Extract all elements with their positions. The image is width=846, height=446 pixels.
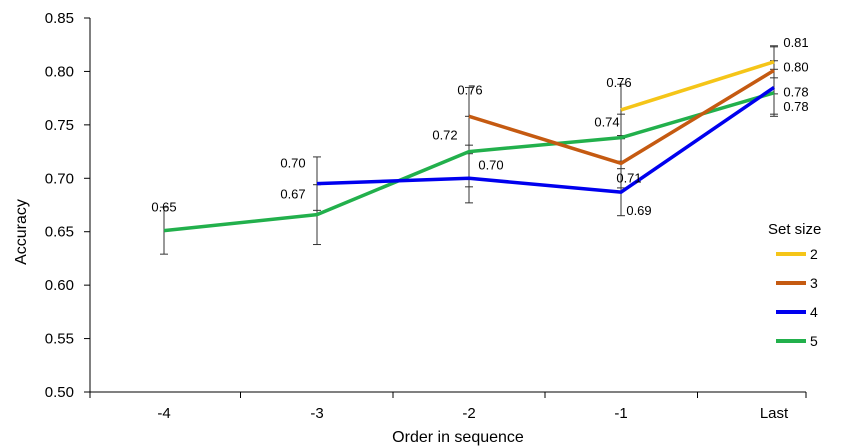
data-label: 0.78 [783, 99, 808, 114]
data-label: 0.81 [783, 35, 808, 50]
x-tick-label: -2 [462, 405, 475, 422]
data-label: 0.70 [280, 156, 305, 171]
series-line-set-size-3 [468, 68, 775, 166]
y-tick-label: 0.70 [45, 170, 74, 187]
y-tick-label: 0.60 [45, 277, 74, 294]
x-tick-label: -3 [310, 405, 323, 422]
legend-label: 5 [810, 333, 818, 349]
data-label: 0.76 [606, 75, 631, 90]
data-label: 0.71 [616, 170, 641, 185]
data-label: 0.65 [151, 200, 176, 215]
series-line-set-size-4 [316, 86, 775, 194]
data-label: 0.67 [280, 187, 305, 202]
x-axis-title: Order in sequence [392, 429, 524, 446]
y-tick-label: 0.85 [45, 10, 74, 27]
data-label: 0.78 [783, 84, 808, 99]
legend: Set size 2 3 4 5 [768, 221, 821, 349]
legend-label: 4 [810, 304, 818, 320]
legend-title: Set size [768, 221, 821, 238]
data-labels: 0.76 0.81 0.76 0.71 0.80 0.70 0.70 0.69 0.78 0.65… [151, 35, 808, 218]
y-tick-label: 0.65 [45, 224, 74, 241]
data-label: 0.74 [594, 115, 619, 130]
y-tick-label: 0.50 [45, 384, 74, 401]
y-tick-label: 0.75 [45, 117, 74, 134]
data-label: 0.70 [478, 157, 503, 172]
data-label: 0.76 [457, 82, 482, 97]
series-line-set-size-5 [163, 91, 775, 233]
legend-label: 3 [810, 275, 818, 291]
x-tick-label: -4 [157, 405, 170, 422]
series-line-set-size-2 [620, 60, 775, 112]
series-lines [163, 60, 775, 233]
data-label: 0.69 [626, 203, 651, 218]
y-axis-title: Accuracy [13, 199, 30, 265]
x-tick-label: Last [760, 405, 789, 422]
data-label: 0.72 [432, 128, 457, 143]
x-tick-label: -1 [614, 405, 627, 422]
y-tick-label: 0.80 [45, 63, 74, 80]
axes: 0.50 0.55 0.60 0.65 0.70 0.75 0.80 0.85 -4 -3 -2 -1… [45, 10, 807, 422]
data-label: 0.80 [783, 59, 808, 74]
legend-label: 2 [810, 246, 818, 262]
y-tick-label: 0.55 [45, 331, 74, 348]
